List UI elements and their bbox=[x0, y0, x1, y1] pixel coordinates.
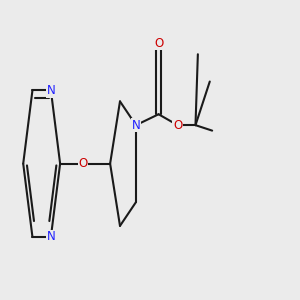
Text: O: O bbox=[154, 37, 163, 50]
Text: N: N bbox=[46, 230, 55, 243]
Text: O: O bbox=[78, 157, 87, 170]
Text: N: N bbox=[46, 84, 55, 97]
Text: N: N bbox=[132, 119, 140, 132]
Text: O: O bbox=[173, 119, 182, 132]
